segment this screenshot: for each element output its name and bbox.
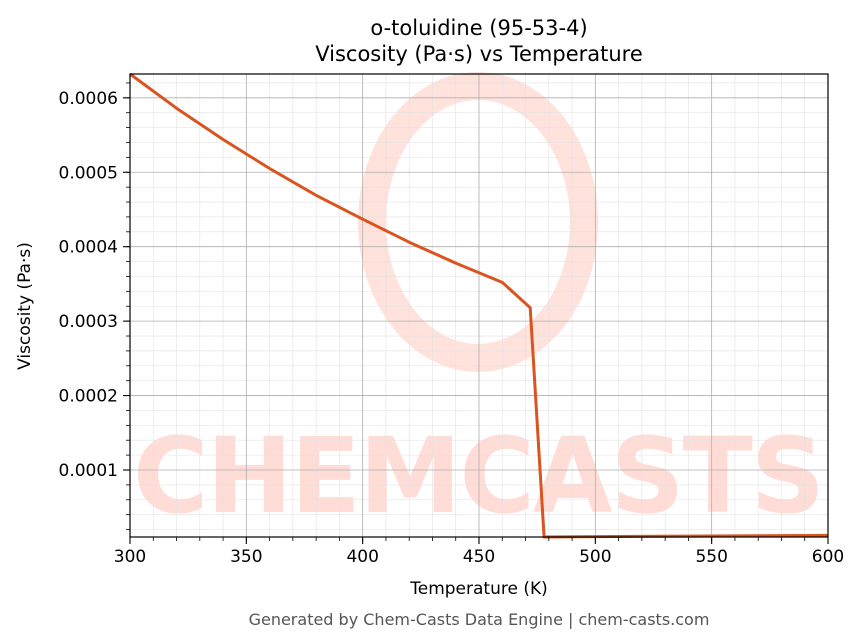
chart-title: o-toluidine (95-53-4) xyxy=(370,16,587,40)
x-tick-label: 450 xyxy=(463,547,495,567)
y-tick-label: 0.0003 xyxy=(59,312,118,332)
y-tick-label: 0.0006 xyxy=(59,89,118,109)
x-tick-label: 400 xyxy=(346,547,378,567)
x-tick-labels: 300 350 400 450 500 550 600 xyxy=(114,547,844,567)
chart-subtitle: Viscosity (Pa·s) vs Temperature xyxy=(315,42,643,66)
y-axis-label: Viscosity (Pa·s) xyxy=(15,242,35,370)
y-tick-labels: 0.0001 0.0002 0.0003 0.0004 0.0005 0.0006 xyxy=(59,89,118,481)
watermark-ring xyxy=(358,72,598,372)
y-tick-label: 0.0004 xyxy=(59,238,118,258)
y-tick-label: 0.0005 xyxy=(59,163,118,183)
watermark: CHEMCASTS xyxy=(133,72,825,537)
y-tick-label: 0.0002 xyxy=(59,387,118,407)
x-tick-label: 300 xyxy=(114,547,146,567)
watermark-text: CHEMCASTS xyxy=(133,415,823,537)
y-tick-label: 0.0001 xyxy=(59,461,118,481)
x-tick-label: 600 xyxy=(812,547,844,567)
footer-credit: Generated by Chem-Casts Data Engine | ch… xyxy=(249,610,710,629)
x-axis-label: Temperature (K) xyxy=(409,579,548,599)
x-tick-label: 350 xyxy=(230,547,262,567)
x-tick-label: 500 xyxy=(579,547,611,567)
x-tick-label: 550 xyxy=(695,547,727,567)
ticks xyxy=(123,82,829,544)
